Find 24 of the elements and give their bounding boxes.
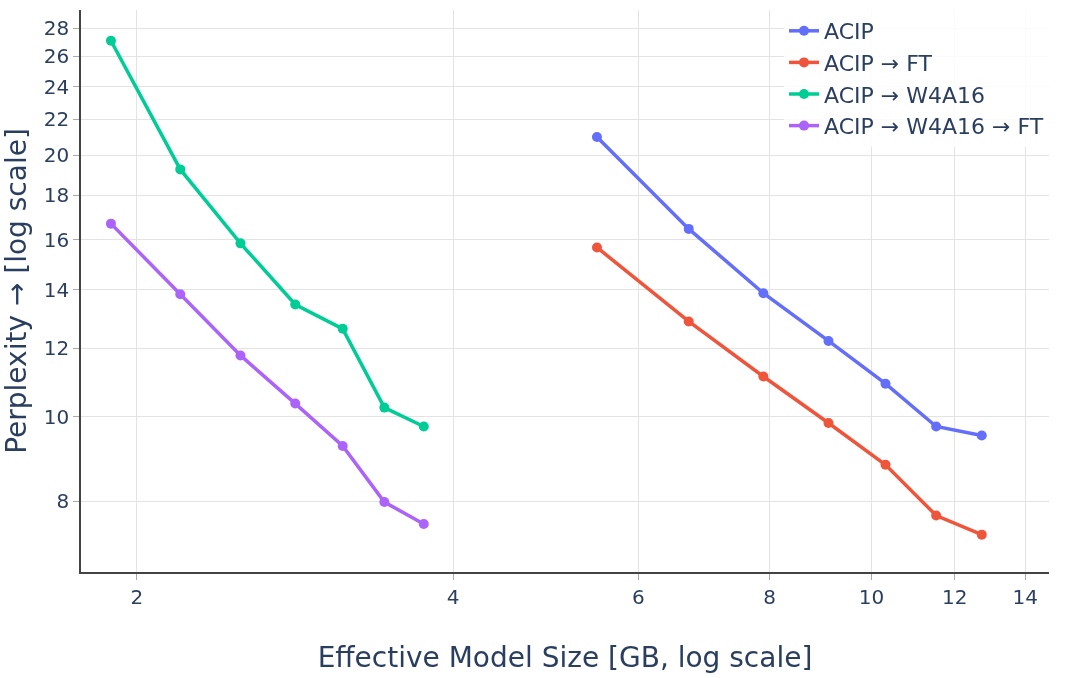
legend-label: ACIP → FT: [824, 50, 933, 76]
y-tick-label: 10: [43, 404, 70, 429]
x-tick-label: 14: [1012, 584, 1038, 609]
y-tick-label: 22: [43, 107, 70, 132]
y-tick-label: 18: [43, 183, 70, 208]
x-tick-label: 12: [942, 584, 968, 609]
y-tick-label: 20: [43, 143, 70, 168]
y-axis-title: Perplexity → [log scale]: [0, 128, 33, 454]
y-tick-label: 12: [43, 336, 70, 361]
y-tick-label: 28: [43, 16, 70, 41]
x-tick-label: 2: [130, 584, 144, 609]
y-tick-label: 24: [43, 74, 70, 99]
y-tick-label: 26: [43, 44, 70, 69]
legend-label: ACIP → W4A16: [824, 82, 985, 108]
x-tick-label: 6: [631, 584, 645, 609]
x-tick-label: 10: [858, 584, 885, 609]
y-tick-label: 14: [43, 277, 70, 302]
legend-label: ACIP: [824, 19, 874, 45]
x-axis-title: Effective Model Size [GB, log scale]: [317, 641, 813, 675]
y-tick-label: 16: [43, 227, 70, 252]
y-tick-label: 8: [56, 489, 70, 514]
legend-label: ACIP → W4A16 → FT: [824, 114, 1044, 140]
x-tick-label: 8: [763, 584, 777, 609]
x-tick-label: 4: [446, 584, 460, 609]
